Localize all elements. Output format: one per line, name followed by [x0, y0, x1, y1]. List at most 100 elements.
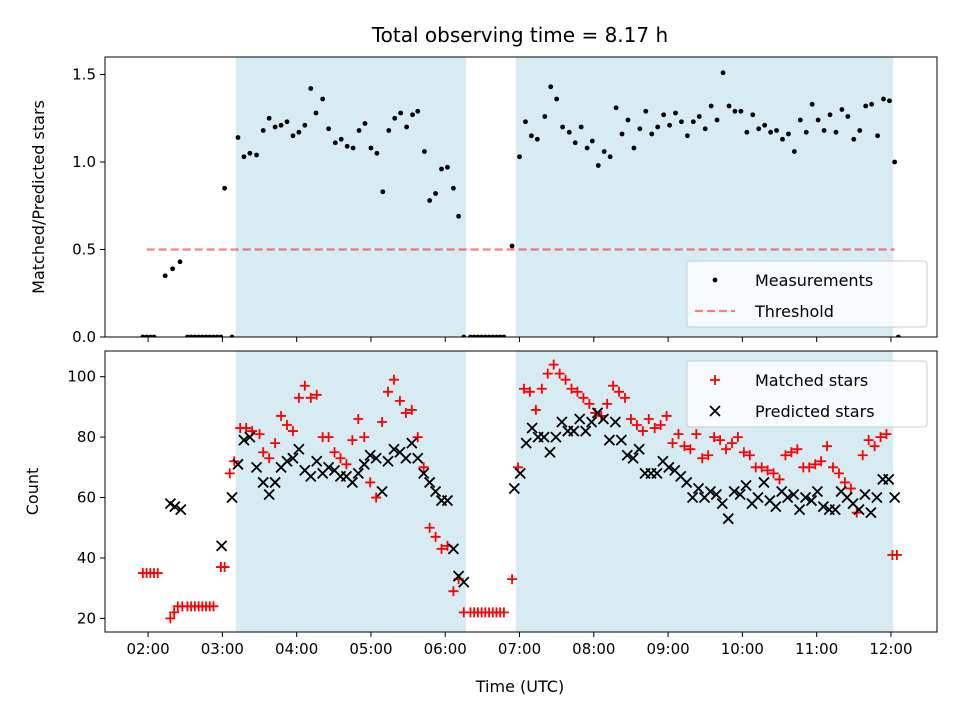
matched-star-point	[691, 429, 702, 440]
measurement-point	[170, 266, 176, 272]
matched-star-point	[768, 468, 779, 479]
bottom-data-layer	[137, 359, 902, 624]
predicted-star-point	[556, 416, 568, 428]
predicted-star-point	[169, 500, 181, 513]
measurement-point	[494, 334, 499, 337]
predicted-star-point	[716, 497, 728, 510]
predicted-star-point	[352, 467, 364, 480]
matched-star-point	[208, 601, 219, 612]
measurement-point	[708, 103, 714, 109]
matched-star-point	[721, 444, 732, 455]
measurement-point	[584, 145, 590, 151]
measurement-point	[192, 334, 198, 337]
measurement-point	[326, 126, 331, 132]
predicted-star-point	[758, 476, 770, 489]
bottom-y-axis-label: Count	[23, 468, 42, 516]
predicted-star-point	[238, 434, 250, 446]
matched-star-point	[828, 462, 838, 473]
predicted-star-point	[704, 485, 717, 498]
measurement-point	[833, 129, 839, 135]
predicted-star-point	[263, 488, 275, 501]
predicted-star-point	[722, 513, 734, 525]
matched-star-point	[637, 426, 648, 437]
matched-star-point	[566, 383, 577, 394]
measurement-point	[439, 166, 444, 172]
measurement-point	[380, 189, 386, 195]
measurement-point	[490, 334, 496, 337]
measurement-point	[690, 119, 696, 125]
predicted-star-point	[853, 503, 865, 516]
matched-star-point	[881, 429, 892, 440]
matched-star-point	[341, 459, 352, 470]
top-legend-box	[686, 260, 928, 328]
predicted-star-point	[287, 452, 299, 464]
measurement-point	[398, 110, 404, 116]
predicted-star-point	[418, 467, 430, 480]
matched-star-point	[542, 368, 553, 379]
matched-star-point	[572, 386, 583, 397]
predicted-star-point	[244, 431, 256, 443]
predicted-star-point	[681, 476, 693, 489]
matched-star-point	[518, 383, 529, 394]
top-y-tick-label: 1.0	[72, 153, 96, 171]
matched-star-point	[430, 531, 441, 542]
matched-star-point	[406, 404, 417, 415]
measurement-point	[613, 105, 619, 111]
matched-star-point	[649, 423, 660, 434]
matched-star-point	[224, 468, 235, 479]
predicted-star-point	[514, 467, 526, 480]
measurement-point	[554, 96, 560, 102]
measurement-point	[768, 129, 773, 135]
predicted-star-point	[388, 443, 400, 455]
measurement-point	[578, 124, 584, 130]
measurement-point	[738, 108, 744, 114]
predicted-star-point	[627, 452, 639, 464]
predicted-star-point	[805, 494, 818, 507]
measurement-point	[140, 334, 146, 337]
matched-star-point	[643, 413, 654, 424]
measurement-point	[147, 334, 153, 337]
top-y-tick-label: 0.0	[72, 328, 96, 346]
predicted-star-point	[382, 455, 394, 467]
measurement-point	[892, 159, 898, 165]
predicted-star-point	[568, 425, 580, 437]
measurement-point	[486, 334, 492, 337]
measurement-point	[177, 259, 183, 265]
measurement-point	[566, 129, 572, 135]
measurement-point	[625, 117, 631, 123]
predicted-star-point	[429, 485, 442, 498]
measurement-point	[780, 136, 785, 142]
measurement-point	[278, 122, 284, 128]
matched-star-point	[833, 468, 844, 479]
matched-star-point	[620, 392, 630, 403]
predicted-star-point	[633, 443, 645, 455]
measurement-point	[523, 119, 528, 125]
measurement-point	[667, 122, 672, 128]
measurement-point	[188, 334, 194, 337]
predicted-star-point	[370, 452, 382, 464]
measurement-point	[845, 114, 851, 119]
measurement-point	[548, 84, 554, 90]
matched-star-point	[377, 417, 388, 428]
measurement-point	[461, 334, 467, 337]
predicted-star-point	[799, 491, 812, 504]
predicted-star-point	[508, 482, 520, 495]
matched-star-point	[762, 465, 773, 476]
measurement-point	[451, 185, 456, 191]
measurement-point	[196, 334, 201, 337]
matched-star-point	[709, 432, 720, 443]
matched-star-point	[857, 450, 868, 461]
matched-star-point	[804, 462, 815, 473]
measurement-point	[803, 129, 809, 135]
measurement-point	[881, 96, 886, 102]
predicted-star-point	[692, 482, 705, 495]
matched-star-point	[602, 398, 613, 409]
matched-star-point	[498, 607, 509, 618]
top-y-tick-label: 1.5	[72, 66, 96, 84]
measurement-point	[857, 128, 863, 133]
matched-star-point	[703, 450, 714, 461]
x-tick-label: 04:00	[275, 640, 318, 658]
predicted-star-point	[651, 467, 663, 480]
measurement-point	[774, 128, 779, 133]
matched-star-point	[548, 359, 559, 370]
